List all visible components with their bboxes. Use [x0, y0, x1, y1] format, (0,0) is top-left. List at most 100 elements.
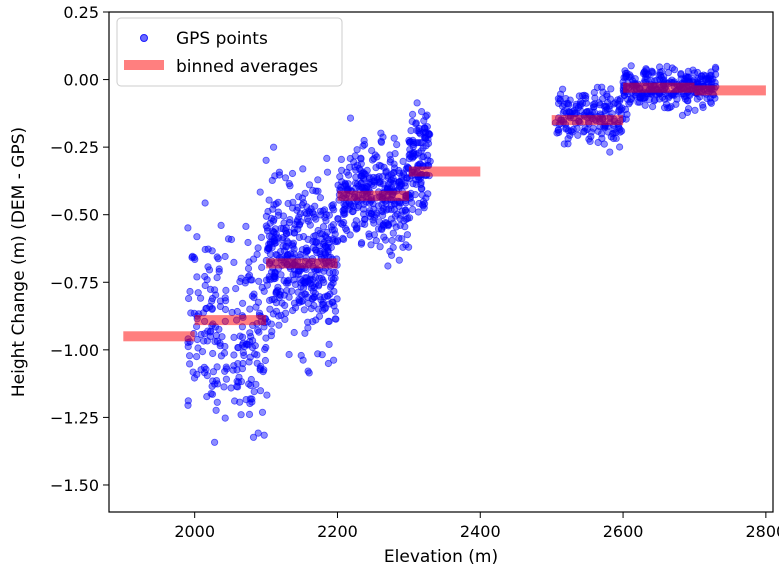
gps-point — [361, 220, 369, 228]
gps-point — [297, 218, 305, 226]
gps-point — [254, 298, 262, 306]
gps-point — [193, 233, 201, 241]
gps-point — [370, 213, 379, 221]
gps-point — [573, 125, 581, 133]
gps-point — [693, 68, 702, 77]
y-tick-label: 0.25 — [63, 3, 99, 22]
gps-point — [260, 287, 268, 295]
gps-point — [239, 333, 247, 341]
gps-point — [403, 231, 411, 239]
gps-point — [193, 352, 201, 361]
gps-point — [213, 363, 221, 371]
legend-gps-label: GPS points — [176, 29, 268, 49]
gps-point — [678, 111, 687, 120]
gps-point — [314, 187, 322, 195]
gps-point — [314, 176, 322, 184]
gps-point — [333, 295, 341, 303]
gps-point — [395, 256, 403, 264]
gps-point — [397, 180, 406, 188]
gps-point — [231, 397, 239, 405]
gps-point — [211, 337, 219, 346]
gps-point — [352, 173, 360, 181]
gps-point — [390, 134, 398, 142]
gps-point — [339, 235, 348, 243]
gps-point — [312, 246, 320, 254]
gps-point — [204, 263, 212, 271]
gps-point — [346, 114, 355, 122]
gps-point — [254, 326, 262, 334]
gps-point — [352, 166, 360, 174]
binned-average-bar — [694, 85, 766, 96]
gps-point — [323, 168, 332, 176]
y-axis-label: Height Change (m) (DEM - GPS) — [9, 127, 29, 397]
gps-point — [245, 410, 254, 418]
gps-point — [320, 293, 329, 301]
gps-point — [212, 331, 220, 340]
plot-frame — [108, 11, 774, 513]
gps-point — [208, 297, 216, 305]
gps-point — [208, 382, 216, 390]
gps-point — [366, 207, 374, 215]
x-axis-label: Elevation (m) — [384, 547, 498, 567]
x-tick-label: 2600 — [603, 522, 644, 541]
gps-point — [263, 281, 271, 289]
gps-point — [585, 107, 593, 115]
gps-point — [612, 128, 620, 136]
gps-point — [224, 235, 233, 243]
gps-point — [314, 305, 323, 313]
gps-point — [661, 95, 669, 103]
gps-point — [389, 169, 397, 177]
gps-point — [352, 217, 360, 225]
legend-binned-marker — [124, 60, 164, 70]
gps-point — [382, 167, 390, 175]
gps-point — [656, 68, 664, 76]
gps-point — [355, 202, 363, 210]
gps-point — [409, 180, 417, 188]
gps-point — [299, 165, 307, 173]
gps-point — [268, 176, 276, 184]
gps-point — [565, 108, 573, 116]
gps-point — [392, 223, 400, 231]
gps-point — [641, 101, 649, 109]
gps-point — [353, 146, 361, 154]
gps-point — [404, 243, 413, 251]
gps-point — [609, 134, 618, 143]
gps-point — [389, 175, 397, 183]
gps-point — [363, 183, 371, 191]
gps-point — [263, 391, 271, 399]
gps-point — [400, 217, 408, 225]
gps-point — [615, 103, 623, 111]
gps-point — [419, 128, 427, 136]
gps-point — [376, 243, 384, 251]
gps-point — [255, 277, 263, 285]
gps-point — [281, 315, 289, 323]
gps-point — [564, 140, 572, 148]
gps-point — [388, 236, 396, 245]
gps-point — [346, 202, 354, 210]
gps-point — [194, 289, 202, 297]
gps-point — [253, 351, 261, 359]
gps-point — [307, 271, 315, 279]
gps-point — [304, 367, 312, 375]
gps-point — [424, 130, 433, 138]
gps-point — [368, 147, 376, 155]
gps-point — [253, 359, 261, 367]
gps-point — [399, 157, 407, 165]
gps-point — [232, 284, 240, 293]
gps-point — [615, 143, 624, 151]
gps-point — [268, 238, 276, 246]
x-tick-label: 2400 — [460, 522, 501, 541]
gps-point — [638, 92, 646, 100]
gps-point — [284, 239, 293, 247]
gps-point — [389, 229, 397, 237]
gps-point — [409, 153, 417, 161]
gps-point — [246, 353, 254, 361]
gps-point — [250, 387, 258, 396]
gps-point — [424, 156, 432, 164]
gps-point — [215, 267, 223, 276]
gps-point — [337, 166, 346, 174]
gps-point — [648, 103, 657, 111]
gps-point — [310, 293, 318, 301]
gps-point — [368, 156, 377, 164]
y-tick-label: −0.75 — [50, 273, 99, 292]
